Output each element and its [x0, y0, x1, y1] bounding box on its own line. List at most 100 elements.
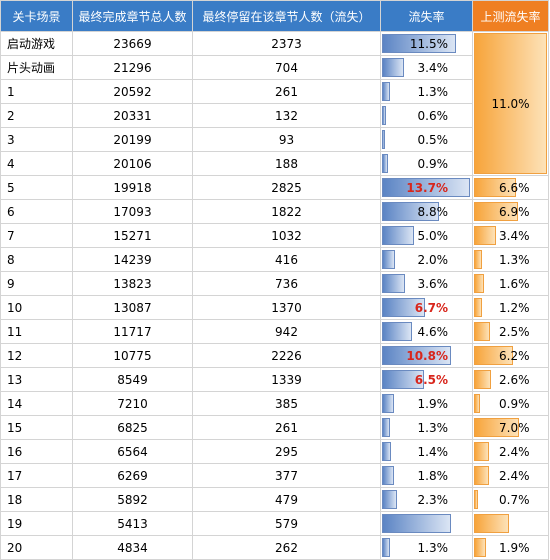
cell-completed: 6564: [72, 439, 193, 464]
cell-completed: 6269: [72, 463, 193, 488]
cell-stayed: 1339: [192, 367, 381, 392]
table-row: 15 6825 261 1.3% 7.0%: [0, 415, 549, 440]
cell-scene: 19: [0, 511, 73, 536]
cell-prev-rate: 6.9%: [472, 199, 549, 224]
table-row: 12 10775 2226 10.8% 6.2%: [0, 343, 549, 368]
cell-scene: 15: [0, 415, 73, 440]
prev-rate-bar: [474, 346, 514, 365]
prev-rate-label: 2.4%: [499, 444, 530, 459]
cell-scene: 5: [0, 175, 73, 200]
cell-stayed: 736: [192, 271, 381, 296]
rate-label: 1.4%: [417, 444, 449, 459]
table-row: 14 7210 385 1.9% 0.9%: [0, 391, 549, 416]
cell-stayed: 1032: [192, 223, 381, 248]
rate-label: 0.5%: [417, 132, 449, 147]
cell-completed: 8549: [72, 367, 193, 392]
cell-scene: 10: [0, 295, 73, 320]
cell-completed: 15271: [72, 223, 193, 248]
rate-label: 10.8%: [406, 348, 448, 363]
rate-label: 1.3%: [417, 420, 449, 435]
cell-scene: 片头动画: [0, 55, 73, 80]
cell-completed: 5413: [72, 511, 193, 536]
cell-scene: 1: [0, 79, 73, 104]
cell-rate: 0.5%: [380, 127, 473, 152]
rate-bar: [382, 130, 386, 149]
rate-bar: [382, 154, 388, 173]
table-row: 3 20199 93 0.5%: [0, 127, 549, 152]
rate-label: 2.3%: [417, 492, 449, 507]
cell-scene: 7: [0, 223, 73, 248]
cell-completed: 20106: [72, 151, 193, 176]
rate-bar: [382, 274, 406, 293]
cell-prev-rate: 0.7%: [472, 487, 549, 512]
header-stayed: 最终停留在该章节人数（流失）: [192, 0, 381, 32]
rate-label: 1.8%: [417, 468, 449, 483]
cell-stayed: 2226: [192, 343, 381, 368]
prev-rate-bar: [474, 298, 482, 317]
rate-label: 0.9%: [417, 156, 449, 171]
cell-prev-merged: 11.0%: [472, 31, 549, 176]
cell-rate: 1.3%: [380, 79, 473, 104]
cell-scene: 13: [0, 367, 73, 392]
cell-completed: 20592: [72, 79, 193, 104]
cell-prev-rate: 2.4%: [472, 439, 549, 464]
cell-rate: 1.3%: [380, 535, 473, 560]
rate-bar: [382, 298, 426, 317]
prev-rate-bar: [474, 33, 547, 174]
cell-scene: 11: [0, 319, 73, 344]
rate-bar: [382, 418, 391, 437]
cell-prev-rate: 1.3%: [472, 247, 549, 272]
rate-label: 6.7%: [414, 300, 448, 315]
rate-bar: [382, 58, 404, 77]
prev-rate-bar: [474, 466, 490, 485]
prev-rate-label: 2.6%: [499, 372, 530, 387]
table-row: 10 13087 1370 6.7% 1.2%: [0, 295, 549, 320]
cell-completed: 20199: [72, 127, 193, 152]
prev-rate-bar: [474, 250, 483, 269]
table-row: 7 15271 1032 5.0% 3.4%: [0, 223, 549, 248]
table-row: 16 6564 295 1.4% 2.4%: [0, 439, 549, 464]
prev-rate-bar: [474, 226, 496, 245]
cell-stayed: 261: [192, 415, 381, 440]
cell-stayed: 2373: [192, 31, 381, 56]
cell-completed: 10775: [72, 343, 193, 368]
cell-rate: 11.5%: [380, 31, 473, 56]
cell-scene: 14: [0, 391, 73, 416]
cell-stayed: 93: [192, 127, 381, 152]
prev-rate-label: 2.4%: [499, 468, 530, 483]
rate-label: 13.7%: [406, 180, 448, 195]
table-row: 20 4834 262 1.3% 1.9%: [0, 535, 549, 560]
cell-completed: 19918: [72, 175, 193, 200]
cell-rate: 2.0%: [380, 247, 473, 272]
cell-stayed: 579: [192, 511, 381, 536]
prev-rate-label: 6.6%: [499, 180, 530, 195]
cell-scene: 16: [0, 439, 73, 464]
prev-rate-label: 7.0%: [499, 420, 530, 435]
prev-rate-bar: [474, 538, 487, 557]
rate-bar: [382, 442, 391, 461]
rate-bar: [382, 514, 451, 533]
cell-rate: 1.8%: [380, 463, 473, 488]
cell-stayed: 188: [192, 151, 381, 176]
cell-rate: 1.4%: [380, 439, 473, 464]
cell-stayed: 262: [192, 535, 381, 560]
cell-stayed: 1370: [192, 295, 381, 320]
prev-rate-bar: [474, 514, 509, 533]
cell-rate: 5.0%: [380, 223, 473, 248]
table-row: 17 6269 377 1.8% 2.4%: [0, 463, 549, 488]
rate-label: 1.9%: [417, 396, 449, 411]
cell-prev-rate: 3.4%: [472, 223, 549, 248]
cell-completed: 4834: [72, 535, 193, 560]
rate-bar: [382, 322, 412, 341]
cell-scene: 9: [0, 271, 73, 296]
rate-bar: [382, 490, 397, 509]
rate-bar: [382, 178, 470, 197]
cell-scene: 12: [0, 343, 73, 368]
prev-rate-bar: [474, 274, 485, 293]
cell-prev-rate: 0.9%: [472, 391, 549, 416]
rate-label: 5.0%: [417, 228, 449, 243]
rate-label: 11.5%: [409, 36, 448, 51]
prev-rate-bar: [474, 322, 490, 341]
prev-rate-bar: [474, 418, 519, 437]
